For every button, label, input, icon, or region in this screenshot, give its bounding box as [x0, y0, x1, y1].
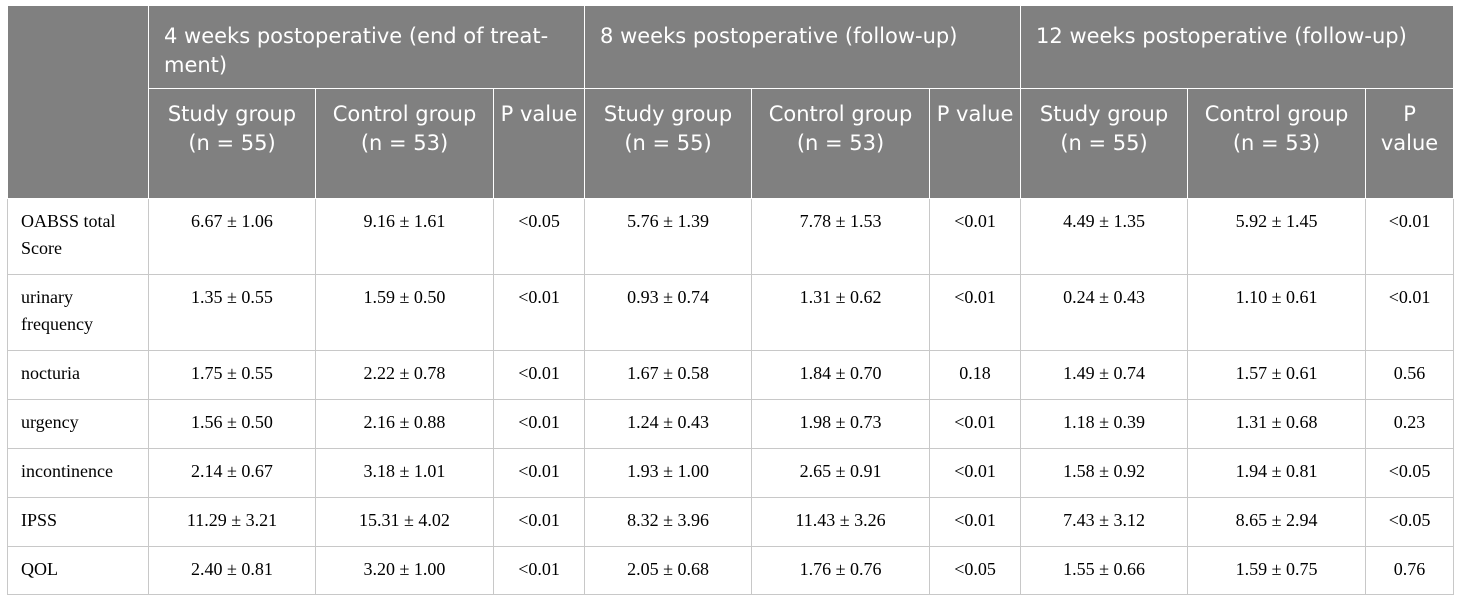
table-cell: 1.31 ± 0.68 [1187, 399, 1367, 449]
table-cell: 0.24 ± 0.43 [1020, 274, 1189, 351]
table-cell: 1.57 ± 0.61 [1187, 350, 1367, 400]
period-header-8-weeks: 8 weeks postoperative (follow-up) [584, 5, 1022, 89]
table-cell: <0.01 [1365, 198, 1455, 275]
control-group-header: Control group (n = 53) [1187, 88, 1367, 199]
table-row: OABSS total Score 6.67 ± 1.06 9.16 ± 1.6… [7, 198, 1455, 275]
table-body: OABSS total Score 6.67 ± 1.06 9.16 ± 1.6… [7, 198, 1455, 595]
table-cell: 15.31 ± 4.02 [315, 497, 494, 547]
study-group-header: Study group (n = 55) [584, 88, 753, 199]
table-cell: 2.16 ± 0.88 [315, 399, 494, 449]
table-cell: 2.40 ± 0.81 [148, 546, 316, 595]
table-cell: 0.18 [929, 350, 1022, 400]
table-cell: <0.01 [929, 448, 1022, 498]
row-label: OABSS total Score [7, 198, 149, 275]
table-cell: 1.18 ± 0.39 [1020, 399, 1189, 449]
row-label: IPSS [7, 497, 149, 547]
table-cell: 7.78 ± 1.53 [751, 198, 931, 275]
table-cell: 8.32 ± 3.96 [584, 497, 753, 547]
table-cell: 11.43 ± 3.26 [751, 497, 931, 547]
table-cell: 1.93 ± 1.00 [584, 448, 753, 498]
table-cell: 1.59 ± 0.75 [1187, 546, 1367, 595]
row-label: nocturia [7, 350, 149, 400]
table-cell: 1.59 ± 0.50 [315, 274, 494, 351]
table-cell: 0.93 ± 0.74 [584, 274, 753, 351]
study-group-header: Study group (n = 55) [1020, 88, 1189, 199]
table-cell: 1.31 ± 0.62 [751, 274, 931, 351]
table-cell: <0.01 [929, 399, 1022, 449]
table-cell: <0.01 [492, 497, 586, 547]
table-cell: <0.01 [492, 350, 586, 400]
table-cell: 2.14 ± 0.67 [148, 448, 316, 498]
table-cell: <0.01 [929, 198, 1022, 275]
table-cell: <0.01 [492, 546, 586, 595]
study-group-header: Study group (n = 55) [148, 88, 316, 199]
row-label: urgency [7, 399, 149, 449]
table-cell: 2.05 ± 0.68 [584, 546, 753, 595]
period-header-row: 4 weeks postoperative (end of treat-ment… [7, 5, 1455, 199]
table-cell: 4.49 ± 1.35 [1020, 198, 1189, 275]
table-cell: 6.67 ± 1.06 [148, 198, 316, 275]
table-cell: 0.23 [1365, 399, 1455, 449]
table-cell: <0.01 [492, 274, 586, 351]
control-group-header: Control group (n = 53) [315, 88, 494, 199]
row-label: urinary frequency [7, 274, 149, 351]
row-label: QOL [7, 546, 149, 595]
table-cell: 1.84 ± 0.70 [751, 350, 931, 400]
table-cell: <0.05 [1365, 497, 1455, 547]
table-row: nocturia 1.75 ± 0.55 2.22 ± 0.78 <0.01 1… [7, 350, 1455, 400]
row-label: incontinence [7, 448, 149, 498]
table-row: IPSS 11.29 ± 3.21 15.31 ± 4.02 <0.01 8.3… [7, 497, 1455, 547]
table-cell: <0.05 [1365, 448, 1455, 498]
table-cell: 1.98 ± 0.73 [751, 399, 931, 449]
table-cell: <0.01 [492, 448, 586, 498]
table-cell: 1.56 ± 0.50 [148, 399, 316, 449]
table-cell: 1.49 ± 0.74 [1020, 350, 1189, 400]
period-header-4-weeks: 4 weeks postoperative (end of treat-ment… [147, 5, 586, 89]
p-value-header: P value [1365, 88, 1455, 199]
table-cell: 1.94 ± 0.81 [1187, 448, 1367, 498]
table-cell: 1.75 ± 0.55 [148, 350, 316, 400]
table-cell: 0.56 [1365, 350, 1455, 400]
table-cell: <0.01 [929, 497, 1022, 547]
table-cell: 1.58 ± 0.92 [1020, 448, 1189, 498]
table-cell: 1.35 ± 0.55 [148, 274, 316, 351]
table-cell: 1.67 ± 0.58 [584, 350, 753, 400]
table-cell: 5.76 ± 1.39 [584, 198, 753, 275]
table-row: urgency 1.56 ± 0.50 2.16 ± 0.88 <0.01 1.… [7, 399, 1455, 449]
results-table: 4 weeks postoperative (end of treat-ment… [7, 5, 1455, 595]
table-cell: 1.10 ± 0.61 [1187, 274, 1367, 351]
group-header-row: Study group (n = 55) Control group (n = … [8, 88, 1455, 199]
table-cell: <0.01 [1365, 274, 1455, 351]
table-cell: 2.22 ± 0.78 [315, 350, 494, 400]
table-cell: 2.65 ± 0.91 [751, 448, 931, 498]
table-cell: <0.01 [929, 274, 1022, 351]
table-cell: 1.55 ± 0.66 [1020, 546, 1189, 595]
table-cell: 0.76 [1365, 546, 1455, 595]
table-cell: <0.05 [492, 198, 586, 275]
table-cell: 8.65 ± 2.94 [1187, 497, 1367, 547]
table-cell: <0.01 [492, 399, 586, 449]
table-cell: 3.20 ± 1.00 [315, 546, 494, 595]
table-cell: 11.29 ± 3.21 [148, 497, 316, 547]
table-cell: 1.24 ± 0.43 [584, 399, 753, 449]
table-cell: 1.76 ± 0.76 [751, 546, 931, 595]
table-cell: 3.18 ± 1.01 [315, 448, 494, 498]
table-row: urinary frequency 1.35 ± 0.55 1.59 ± 0.5… [7, 274, 1455, 351]
table-cell: 5.92 ± 1.45 [1187, 198, 1367, 275]
p-value-header: P value [492, 88, 586, 199]
corner-cell [7, 5, 149, 199]
period-header-12-weeks: 12 weeks postoperative (follow-up) [1020, 5, 1455, 89]
table-row: QOL 2.40 ± 0.81 3.20 ± 1.00 <0.01 2.05 ±… [7, 546, 1455, 595]
table-row: incontinence 2.14 ± 0.67 3.18 ± 1.01 <0.… [7, 448, 1455, 498]
table-cell: 9.16 ± 1.61 [315, 198, 494, 275]
control-group-header: Control group (n = 53) [751, 88, 931, 199]
table-cell: 7.43 ± 3.12 [1020, 497, 1189, 547]
table-cell: <0.05 [929, 546, 1022, 595]
p-value-header: P value [929, 88, 1022, 199]
